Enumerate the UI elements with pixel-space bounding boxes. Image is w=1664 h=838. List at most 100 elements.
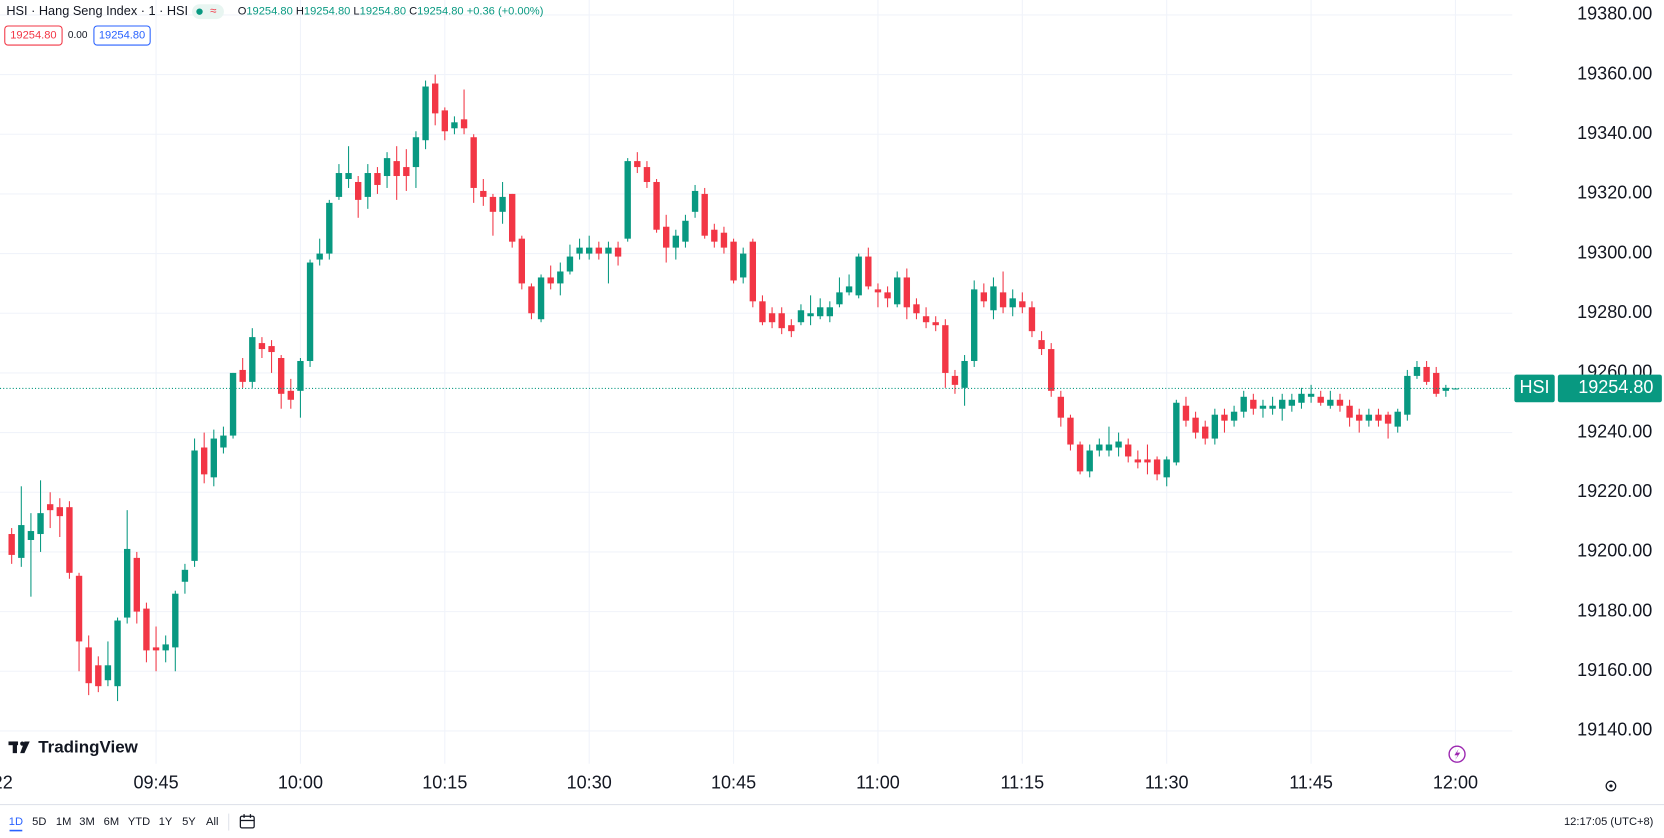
candle-body (720, 232, 728, 248)
ohlc-value: 19254.80 (246, 6, 292, 18)
range-button[interactable]: All (206, 816, 218, 828)
range-button[interactable]: 5D (32, 816, 46, 828)
candle-body (1173, 402, 1180, 463)
range-button[interactable]: YTD (128, 816, 150, 828)
candle-body (528, 286, 535, 314)
candle-body (1288, 399, 1296, 406)
candle-body (249, 337, 256, 382)
candle-body (1250, 399, 1257, 409)
candle-body (470, 137, 477, 188)
candle-body (152, 647, 160, 651)
y-tick-label: 19240.00 (1577, 421, 1652, 441)
ohlc-value: 19254.80 (417, 6, 463, 18)
range-button[interactable]: 1Y (159, 816, 173, 828)
candle-body (865, 256, 872, 287)
candle-body (586, 247, 593, 254)
candle-body (884, 292, 891, 299)
candle-body (210, 438, 217, 478)
y-tick-label: 19300.00 (1577, 242, 1652, 262)
candle-body (759, 301, 766, 323)
candle-body (489, 196, 497, 212)
candle-body (383, 158, 391, 177)
sell-box[interactable] (4, 25, 63, 46)
price-tag-box (1557, 374, 1662, 403)
range-button[interactable]: 5Y (182, 816, 196, 828)
candle-body (364, 173, 371, 197)
x-tick-label: 22 (0, 773, 13, 793)
candle-body (8, 534, 15, 555)
candle-body (104, 665, 112, 681)
candle-body (730, 241, 737, 281)
candle-body (1086, 450, 1093, 472)
y-tick-label: 19340.00 (1577, 123, 1652, 143)
y-tick-label: 19200.00 (1577, 541, 1652, 561)
candle-body (1384, 414, 1392, 424)
lightning-icon[interactable] (1448, 745, 1466, 763)
x-tick-label: 11:15 (1000, 773, 1044, 793)
x-tick-label: 10:45 (711, 773, 756, 793)
candle-body (27, 531, 35, 540)
candle-body (518, 238, 525, 284)
candle-body (653, 181, 660, 230)
candle-body (951, 375, 959, 385)
candle-body (85, 647, 92, 684)
candle-body (1433, 372, 1440, 394)
candle-body (855, 256, 862, 296)
candle-body (797, 310, 805, 323)
spread: 0.00 (68, 30, 88, 41)
candle-body (1134, 459, 1142, 463)
ohlc-key: H (296, 6, 304, 18)
candle-body (1105, 444, 1113, 451)
candle-body (1048, 349, 1055, 391)
candle-body (1163, 459, 1170, 478)
candle-body (181, 569, 189, 582)
ohlc-key: L (353, 6, 359, 18)
change: +0.36 (+0.00%) (467, 6, 544, 18)
candle-body (316, 253, 323, 260)
candle-body (537, 277, 545, 320)
status-dot (196, 8, 203, 15)
candle-body (412, 137, 420, 168)
range-button[interactable]: 1D (9, 816, 23, 828)
ohlc-value: 19254.80 (360, 6, 406, 18)
candle-body (123, 548, 131, 618)
candle-body (691, 190, 699, 212)
y-tick-label: 19380.00 (1577, 4, 1652, 24)
candle-body (990, 286, 997, 311)
x-tick-label: 12:00 (1433, 773, 1478, 793)
candle-body (1211, 414, 1219, 439)
settings-icon[interactable] (1605, 780, 1617, 792)
candle-body (913, 304, 920, 314)
candle-body (393, 161, 400, 177)
range-button[interactable]: 6M (104, 816, 119, 828)
candle-body (432, 83, 439, 114)
candle-body (133, 557, 140, 612)
ohlc-legend: O19254.80 H19254.80 L19254.80 C19254.80 … (238, 6, 544, 18)
candle-body (345, 173, 352, 180)
candle-body (1028, 307, 1036, 332)
calendar-icon[interactable] (239, 814, 255, 829)
candle-body (1298, 393, 1305, 403)
y-tick-label: 19280.00 (1577, 302, 1652, 322)
candle-body (220, 435, 227, 448)
candle-body (894, 277, 901, 305)
range-button[interactable]: 3M (79, 816, 94, 828)
buy-price[interactable]: 19254.80 (99, 29, 145, 41)
buy-box[interactable] (93, 25, 151, 46)
candle-body (845, 286, 853, 293)
lightning-glyph (1454, 748, 1461, 760)
candle-body (1240, 396, 1247, 412)
y-tick-label: 19320.00 (1577, 183, 1652, 203)
candle-body (258, 343, 266, 350)
sell-price[interactable]: 19254.80 (10, 29, 56, 41)
range-button[interactable]: 1M (56, 816, 71, 828)
status-icon: ≈ (210, 5, 217, 18)
y-tick-label: 19180.00 (1577, 600, 1652, 620)
candle-body (1279, 399, 1286, 409)
candle-body (557, 271, 564, 284)
candle-body (701, 193, 708, 236)
candle-body (1259, 405, 1267, 409)
x-tick-label: 10:00 (278, 773, 323, 793)
candle-body (817, 307, 824, 317)
